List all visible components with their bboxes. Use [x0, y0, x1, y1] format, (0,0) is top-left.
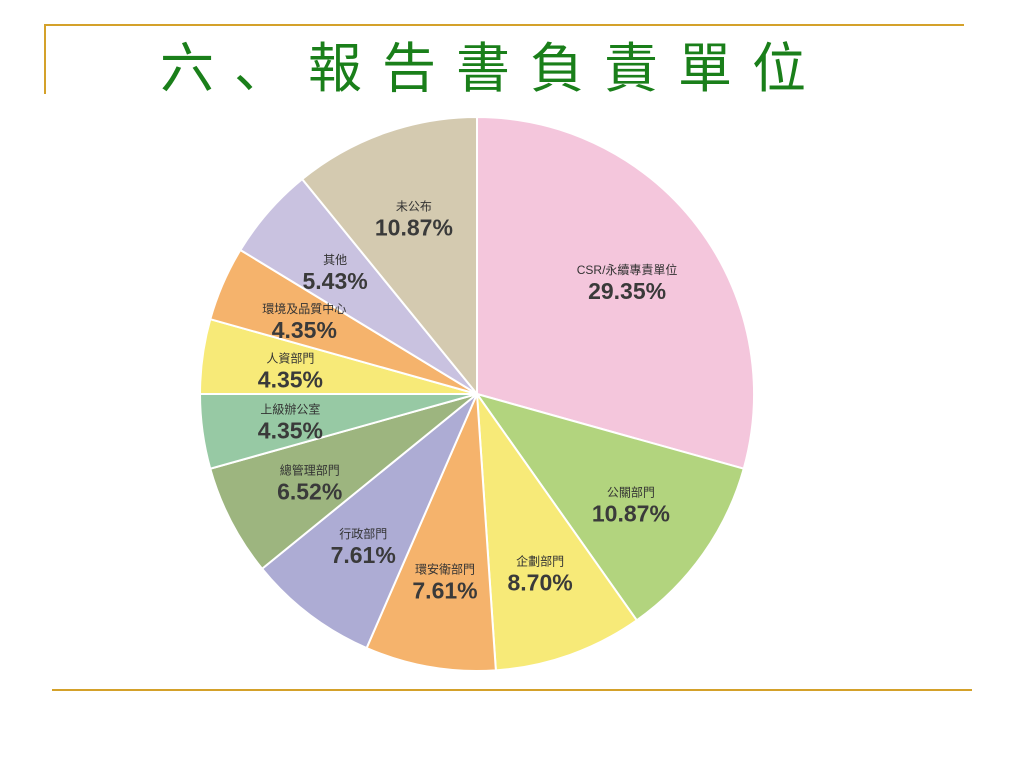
- pie-slice-3: [365, 393, 497, 672]
- slice-value-0: 29.35%: [588, 278, 666, 304]
- pie-labels: CSR/永續專責單位29.35%公關部門10.87%企劃部門8.70%環安衛部門…: [258, 200, 678, 604]
- pie-slices: [198, 115, 755, 672]
- slice-value-8: 4.35%: [272, 317, 337, 343]
- slice-value-2: 8.70%: [507, 570, 572, 596]
- slice-value-1: 10.87%: [592, 501, 670, 527]
- slice-label-3: 環安衛部門: [415, 562, 475, 577]
- slice-value-10: 10.87%: [375, 215, 453, 241]
- slice-label-8: 環境及品質中心: [262, 301, 346, 316]
- slide-title: 六、報告書負責單位: [160, 37, 826, 100]
- slice-value-9: 5.43%: [302, 268, 367, 294]
- slice-label-6: 上級辦公室: [260, 402, 320, 417]
- slice-value-3: 7.61%: [412, 578, 477, 604]
- pie-slice-4: [260, 393, 478, 650]
- slice-label-7: 人資部門: [266, 350, 314, 365]
- slice-value-6: 4.35%: [258, 418, 323, 444]
- top-rule: [44, 24, 964, 26]
- slice-label-10: 未公布: [396, 200, 432, 214]
- pie-slice-10: [300, 115, 478, 397]
- slice-label-4: 行政部門: [339, 526, 387, 541]
- slice-value-7: 4.35%: [258, 366, 323, 392]
- slice-label-1: 公關部門: [607, 485, 655, 500]
- pie-slice-2: [475, 390, 639, 672]
- slice-value-5: 6.52%: [277, 479, 342, 505]
- pie-slice-0: [476, 115, 755, 470]
- slice-label-5: 總管理部門: [280, 463, 340, 478]
- slice-label-9: 其他: [323, 253, 347, 267]
- bottom-rule: [52, 689, 972, 691]
- left-rule: [44, 24, 46, 94]
- slice-label-0: CSR/永續專責單位: [577, 262, 678, 277]
- pie-slice-5: [209, 393, 478, 571]
- slice-value-4: 7.61%: [331, 542, 396, 568]
- slice-label-2: 企劃部門: [516, 554, 564, 569]
- pie-slice-1: [474, 392, 745, 622]
